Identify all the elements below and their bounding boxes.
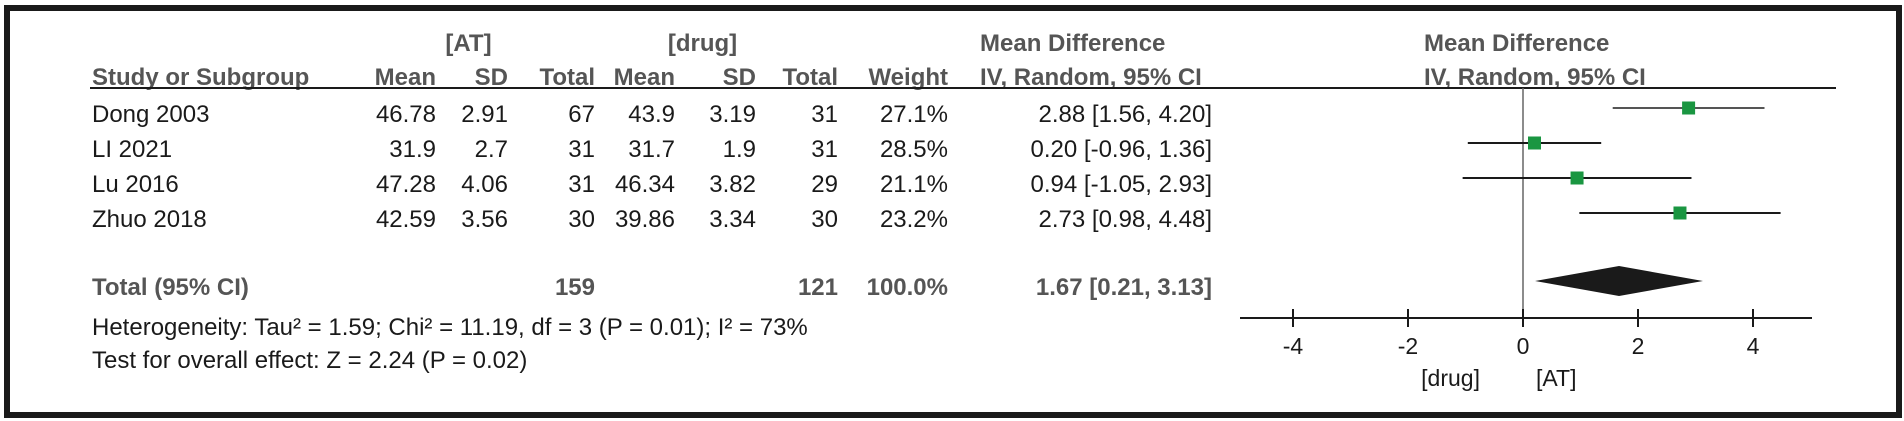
total2-value: 30: [811, 206, 838, 233]
sd2-value: 3.34: [709, 206, 756, 233]
study-name: Zhuo 2018: [92, 206, 207, 233]
sd1-value: 3.56: [461, 206, 508, 233]
sd1-value: 2.7: [474, 136, 508, 163]
group2-header: [drug]: [667, 30, 738, 57]
md-method-header: IV, Random, 95% CI: [980, 64, 1202, 91]
x-tick-label: 0: [1517, 333, 1530, 359]
total2-value: 29: [811, 171, 838, 198]
overall-effect-text: Test for overall effect: Z = 2.24 (P = 0…: [92, 347, 528, 374]
ci-value: 0.94 [-1.05, 2.93]: [1030, 171, 1212, 198]
mean1-value: 47.28: [375, 171, 436, 198]
mean1-header: Mean: [374, 64, 436, 91]
group1-header: [AT]: [445, 30, 492, 57]
total-n1: 159: [554, 274, 595, 301]
x-tick-label: -2: [1398, 333, 1418, 359]
forest-plot-frame: [4, 5, 1902, 418]
sd2-value: 1.9: [722, 136, 756, 163]
plot-method-header: IV, Random, 95% CI: [1424, 64, 1646, 91]
total2-value: 31: [811, 136, 838, 163]
pooled-diamond: [1535, 266, 1703, 296]
total2-header: Total: [782, 64, 838, 91]
mean2-value: 43.9: [628, 101, 675, 128]
total1-value: 67: [568, 101, 595, 128]
effect-square: [1570, 171, 1584, 185]
sd2-value: 3.82: [709, 171, 756, 198]
sd2-header: SD: [722, 64, 756, 91]
x-tick-label: 2: [1632, 333, 1645, 359]
sd2-value: 3.19: [709, 101, 756, 128]
study-name: Dong 2003: [92, 101, 210, 128]
ci-value: 0.20 [-0.96, 1.36]: [1030, 136, 1212, 163]
total-weight: 100.0%: [866, 274, 948, 301]
total-ci: 1.67 [0.21, 3.13]: [1035, 274, 1212, 301]
weight-value: 21.1%: [879, 171, 948, 198]
total1-header: Total: [539, 64, 595, 91]
sd1-header: SD: [474, 64, 508, 91]
x-tick-label: -4: [1283, 333, 1304, 359]
total1-value: 31: [568, 136, 595, 163]
effect-square: [1673, 206, 1687, 220]
x-tick-label: 4: [1747, 333, 1760, 359]
weight-header: Weight: [868, 64, 948, 91]
sd1-value: 2.91: [461, 101, 508, 128]
x-label-right: [AT]: [1536, 365, 1576, 391]
effect-square: [1682, 101, 1696, 115]
mean2-header: Mean: [613, 64, 675, 91]
weight-value: 27.1%: [879, 101, 948, 128]
mean2-value: 46.34: [614, 171, 675, 198]
md-column-title: Mean Difference: [980, 30, 1166, 57]
sd1-value: 4.06: [461, 171, 508, 198]
study-name: LI 2021: [92, 136, 173, 163]
weight-value: 28.5%: [879, 136, 948, 163]
total-label: Total (95% CI): [92, 274, 249, 301]
ci-value: 2.88 [1.56, 4.20]: [1038, 101, 1212, 128]
mean2-value: 39.86: [614, 206, 675, 233]
heterogeneity-text: Heterogeneity: Tau² = 1.59; Chi² = 11.19…: [92, 314, 808, 341]
weight-value: 23.2%: [879, 206, 948, 233]
total2-value: 31: [811, 101, 838, 128]
effect-square: [1528, 136, 1541, 150]
mean1-value: 31.9: [389, 136, 436, 163]
study-name: Lu 2016: [92, 171, 179, 198]
mean1-value: 46.78: [375, 101, 436, 128]
plot-title: Mean Difference: [1424, 30, 1610, 57]
total1-value: 31: [568, 171, 595, 198]
study-column-header: Study or Subgroup: [92, 64, 310, 91]
total1-value: 30: [568, 206, 595, 233]
x-label-left: [drug]: [1421, 365, 1480, 391]
mean1-value: 42.59: [375, 206, 436, 233]
mean2-value: 31.7: [628, 136, 675, 163]
total-n2: 121: [797, 274, 838, 301]
ci-value: 2.73 [0.98, 4.48]: [1038, 206, 1212, 233]
